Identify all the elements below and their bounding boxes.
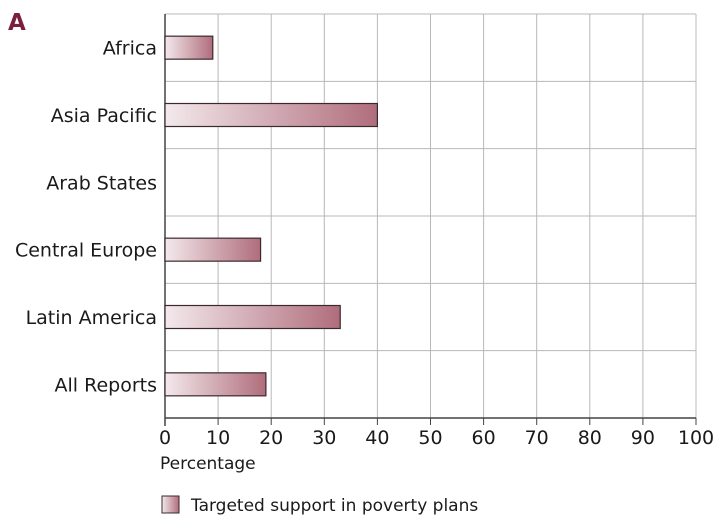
legend: Targeted support in poverty plans [161, 495, 478, 516]
category-label: Arab States [46, 172, 157, 194]
bar-asia-pacific [164, 102, 378, 128]
category-label: Africa [103, 38, 157, 60]
x-tick-label: 0 [159, 427, 171, 449]
category-label: Asia Pacific [51, 105, 157, 127]
x-tick-label: 30 [312, 427, 336, 449]
x-tick-label: 50 [418, 427, 442, 449]
bar-africa [164, 35, 214, 60]
x-axis-title: Percentage [160, 454, 256, 474]
x-tick-label: 70 [525, 427, 549, 449]
gridlines [164, 13, 697, 426]
legend-label: Targeted support in poverty plans [190, 496, 478, 516]
legend-swatch [161, 495, 180, 514]
x-tick-label: 60 [472, 427, 496, 449]
bar-latin-america [164, 304, 341, 330]
bars [164, 35, 378, 397]
category-label: All Reports [55, 374, 157, 396]
x-tick-label: 20 [259, 427, 283, 449]
category-label: Latin America [26, 307, 157, 329]
panel-letter: A [8, 10, 26, 36]
x-tick-label: 100 [678, 427, 714, 449]
category-label: Central Europe [15, 240, 157, 262]
x-tick-label: 10 [206, 427, 230, 449]
x-tick-label: 90 [631, 427, 655, 449]
x-tick-label: 40 [365, 427, 389, 449]
x-tick-label: 80 [578, 427, 602, 449]
bar-all-reports [164, 372, 267, 397]
x-tick-labels: 0 10 20 30 40 50 60 70 80 90 100 [159, 427, 714, 449]
category-labels: Africa Asia Pacific Arab States Central Eur… [15, 38, 157, 397]
bar-central-europe [164, 237, 262, 262]
